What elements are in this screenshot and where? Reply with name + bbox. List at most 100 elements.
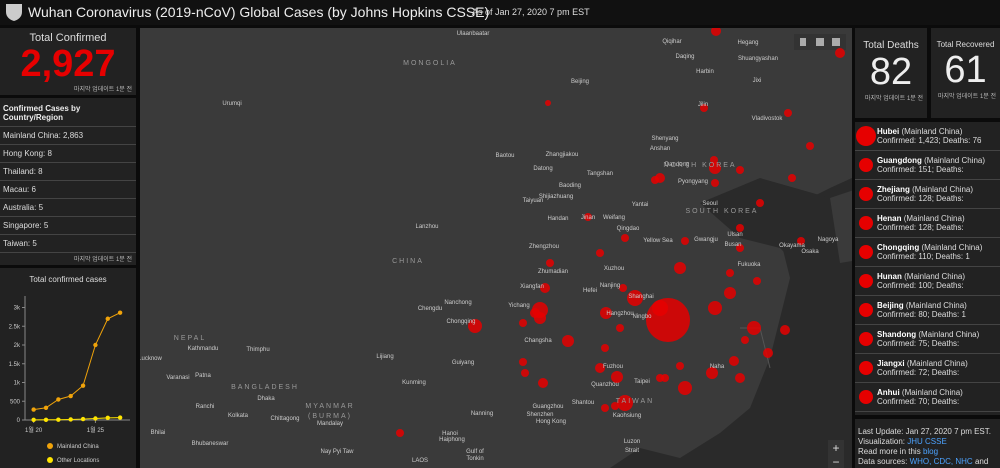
header: Wuhan Coronavirus (2019-nCoV) Global Cas… [0, 0, 1000, 25]
province-text: Beijing (Mainland China) Confirmed: 80; D… [877, 301, 967, 319]
province-text: Hunan (Mainland China) Confirmed: 100; De… [877, 272, 965, 290]
province-line: Chongqing (Mainland China) [877, 243, 982, 252]
zoom-control[interactable]: +− [828, 440, 844, 468]
city-label: Gulf of [466, 449, 484, 455]
city-label: Nanning [471, 411, 493, 417]
case-bubble [709, 162, 721, 174]
city-label: Lijiang [376, 354, 393, 360]
city-label: Zhumadian [538, 269, 568, 275]
province-line: Hunan (Mainland China) [877, 272, 965, 281]
city-label: Nagoya [818, 237, 839, 243]
country-item: Singapore: 5 [0, 217, 136, 235]
case-bubble [711, 179, 719, 187]
province-item: Shandong (Mainland China) Confirmed: 75; … [855, 325, 1000, 354]
y-tick-label: 3k [14, 306, 21, 312]
readmore: Read more in this [858, 447, 921, 456]
province-line: Jiangxi (Mainland China) [877, 359, 968, 368]
y-tick-label: 500 [10, 399, 21, 405]
city-label: Jixi [753, 78, 762, 84]
note: 마지막 업데이트 1분 전 [864, 96, 923, 102]
city-label: Jilin [698, 102, 708, 108]
case-bubble [595, 363, 605, 373]
city-label: Hefei [583, 288, 597, 294]
province-item: Beijing (Mainland China) Confirmed: 80; D… [855, 296, 1000, 325]
country-panel: Confirmed Cases by Country/Region Mainla… [0, 98, 136, 265]
case-bubble [729, 356, 739, 366]
update: Last Update: Jan 27, 2020 7 pm EST. [858, 427, 991, 436]
toolbar[interactable] [794, 34, 846, 50]
link[interactable]: WHO, CDC, NHC [909, 457, 973, 466]
case-bubble [530, 308, 540, 318]
bubble [859, 361, 873, 375]
note: 마지막 업데이트 1분 전 [73, 87, 132, 93]
chart: Total confirmed cases 0 500 1k 1.5k 2k 2.5k 3k… [9, 275, 130, 464]
value: 2,927 [20, 43, 116, 85]
province-item: Zhejiang (Mainland China) Confirmed: 128;… [855, 180, 1000, 209]
province-item: Sichuan (Mainland China)Confirmed: 69; D… [855, 412, 1000, 415]
province-item: Anhui (Mainland China) Confirmed: 70; Dea… [855, 383, 1000, 412]
city-label: Kunming [402, 380, 426, 386]
bubble-icon [859, 332, 873, 346]
city-label: Kolkata [228, 413, 249, 419]
city-label: Guiyang [452, 360, 474, 366]
province-detail: Confirmed: 80; Deaths: 1 [877, 310, 966, 319]
case-bubble [562, 335, 574, 347]
city-label: Chongqing [446, 319, 475, 325]
bubble [859, 332, 873, 346]
city-label: Chittagong [270, 416, 299, 422]
bubble [859, 390, 873, 404]
city-label: Zhengzhou [529, 244, 559, 250]
point [43, 405, 49, 410]
city-label: Beijing [571, 79, 589, 85]
bubble [859, 245, 873, 259]
province-detail: Confirmed: 128; Deaths: [877, 194, 964, 203]
region-label: BANGLADESH [231, 384, 299, 391]
city-label: Quanzhou [591, 382, 619, 388]
city-label: Guangzhou [532, 404, 563, 410]
series-line [33, 312, 121, 411]
city-label: Nay Pyi Taw [321, 449, 355, 455]
case-bubble [611, 371, 623, 383]
province-name: Shandong [877, 330, 917, 339]
case-bubble [747, 321, 761, 335]
case-bubble [396, 429, 404, 437]
province-detail: Confirmed: 75; Deaths: [877, 339, 960, 348]
chart-panel: Total confirmed cases 0 500 1k 1.5k 2k 2.5k 3k… [0, 268, 136, 468]
city-label: Bhubaneswar [192, 441, 229, 447]
y-tick-label: 2.5k [9, 324, 21, 330]
case-bubble [736, 224, 744, 232]
case-bubble [540, 283, 550, 293]
province-line: Beijing (Mainland China) [877, 301, 967, 310]
case-bubble [661, 374, 669, 382]
point [117, 415, 123, 420]
province-region: (Mainland China) [921, 243, 983, 252]
viz: Visualization: [858, 437, 905, 446]
province-text: Chongqing (Mainland China) Confirmed: 110… [877, 243, 982, 261]
city-label: Haiphong [439, 437, 465, 443]
province-detail: Confirmed: 110; Deaths: 1 [877, 252, 970, 261]
case-bubble [584, 213, 592, 221]
case-bubble [600, 307, 612, 319]
case-bubble [538, 378, 548, 388]
link[interactable]: blog [922, 447, 939, 456]
city-label: Tangshan [587, 171, 613, 177]
case-bubble [621, 234, 629, 242]
region-label: (BURMA) [308, 413, 352, 420]
case-bubble [835, 48, 845, 58]
case-bubble [780, 325, 790, 335]
bubble [856, 126, 876, 146]
case-bubble [468, 319, 482, 333]
province-name: Chongqing [877, 243, 920, 252]
bubble-icon [859, 303, 873, 317]
province-text: Zhejiang (Mainland China) Confirmed: 128;… [877, 185, 973, 203]
city-label: Chengdu [418, 306, 442, 312]
city-label: Dandong [665, 162, 689, 168]
link[interactable]: JHU CSSE [907, 437, 947, 446]
city-label: Datong [533, 166, 552, 172]
y-tick-label: 2k [14, 343, 21, 349]
city-label: Yellow Sea [643, 238, 673, 244]
city-label: Seoul [702, 201, 717, 207]
city-label: Urumqi [222, 101, 241, 107]
city-label: Xiangfan [520, 284, 544, 290]
